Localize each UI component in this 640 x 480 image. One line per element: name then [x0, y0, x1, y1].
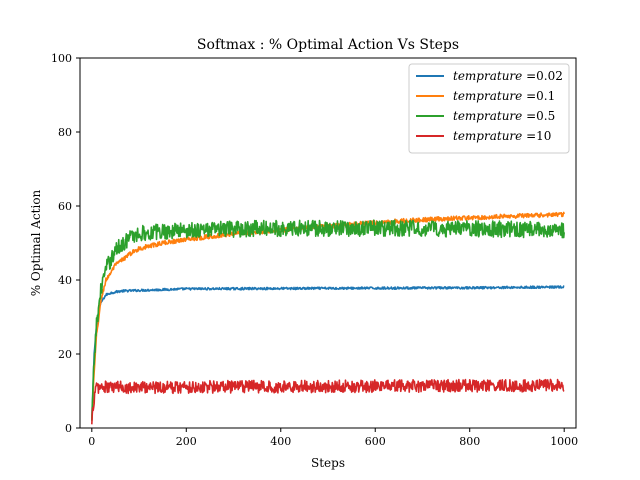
y-tick-label: 40: [58, 274, 72, 287]
plot-frame: [79, 57, 577, 429]
series-line-0: [91, 285, 565, 421]
y-tick-label: 60: [58, 200, 72, 213]
legend-label: temprature =0.1: [453, 89, 555, 103]
legend-variable: temprature: [453, 69, 526, 83]
x-tick-label: 600: [365, 435, 386, 448]
legend-value: =0.02: [526, 69, 563, 83]
legend-value: =10: [526, 129, 551, 143]
series-line-1: [91, 211, 565, 421]
legend-variable: temprature: [453, 89, 526, 103]
x-axis-label: Steps: [311, 456, 345, 470]
legend-label: temprature =10: [453, 129, 551, 143]
x-tick-label: 0: [88, 435, 95, 448]
legend-variable: temprature: [453, 109, 526, 123]
y-axis-label: % Optimal Action: [29, 189, 43, 296]
y-axis: 0 20 40 60 80 100: [51, 52, 80, 435]
x-tick-label: 1000: [550, 435, 578, 448]
x-axis: 0 200 400 600 800 1000: [88, 428, 578, 448]
legend-value: =0.5: [526, 109, 555, 123]
series-line-3: [91, 378, 565, 425]
x-tick-label: 200: [176, 435, 197, 448]
series-line-2: [91, 219, 565, 421]
legend-label: temprature =0.02: [453, 69, 563, 83]
y-tick-label: 0: [65, 422, 72, 435]
legend-box: [408, 63, 570, 154]
y-tick-label: 20: [58, 348, 72, 361]
chart-title: Softmax : % Optimal Action Vs Steps: [197, 37, 459, 53]
y-tick-label: 80: [58, 126, 72, 139]
x-tick-label: 800: [459, 435, 480, 448]
legend-variable: temprature: [453, 129, 526, 143]
y-tick-label: 100: [51, 52, 72, 65]
legend-value: =0.1: [526, 89, 555, 103]
x-tick-label: 400: [270, 435, 291, 448]
plot-lines: [91, 211, 565, 425]
legend-label: temprature =0.5: [453, 109, 555, 123]
